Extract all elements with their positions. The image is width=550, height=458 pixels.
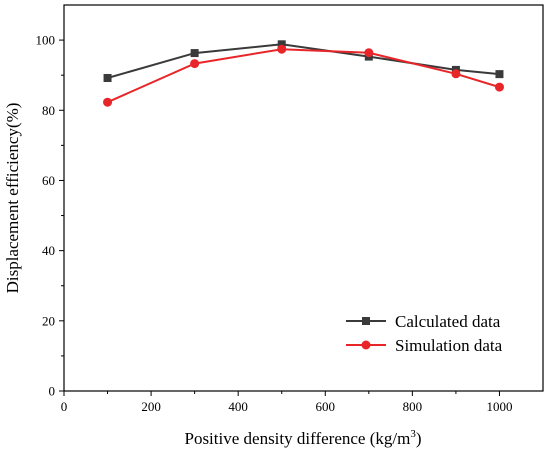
data-point-simulation (451, 69, 461, 79)
data-point-calculated (103, 73, 112, 82)
x-tick-label: 0 (61, 399, 68, 414)
data-point-calculated (277, 40, 286, 49)
legend-label-calculated: Calculated data (395, 312, 501, 331)
legend-marker-simulation (361, 340, 371, 350)
y-axis-label: Displacement efficiency(%) (3, 103, 22, 294)
y-tick-label: 100 (36, 33, 56, 48)
x-tick-label: 1000 (486, 399, 512, 414)
data-point-calculated (190, 49, 199, 58)
y-tick-label: 60 (42, 173, 55, 188)
series-layer (103, 40, 504, 107)
x-tick-label: 800 (403, 399, 423, 414)
data-point-simulation (103, 97, 113, 107)
data-point-simulation (277, 44, 287, 54)
legend: Calculated data Simulation data (346, 312, 503, 355)
y-tick-label: 40 (42, 243, 55, 258)
legend-marker-calculated (362, 317, 370, 325)
data-point-simulation (494, 82, 504, 92)
data-point-simulation (364, 48, 374, 58)
x-axis-label: Positive density difference (kg/m3) (184, 428, 421, 448)
x-axis-ticks: 0 200 400 600 800 1000 (61, 391, 512, 414)
y-tick-label: 0 (49, 384, 56, 399)
x-tick-label: 400 (228, 399, 248, 414)
data-point-simulation (190, 59, 200, 69)
y-axis-ticks: 0 20 40 60 80 100 (36, 33, 64, 399)
plot-frame (63, 4, 544, 392)
y-tick-label: 20 (42, 313, 55, 328)
y-tick-label: 80 (42, 103, 55, 118)
x-tick-label: 200 (141, 399, 161, 414)
series-line-simulation (107, 48, 500, 104)
data-point-calculated (495, 70, 504, 79)
legend-label-simulation: Simulation data (395, 336, 503, 355)
x-tick-label: 600 (316, 399, 336, 414)
